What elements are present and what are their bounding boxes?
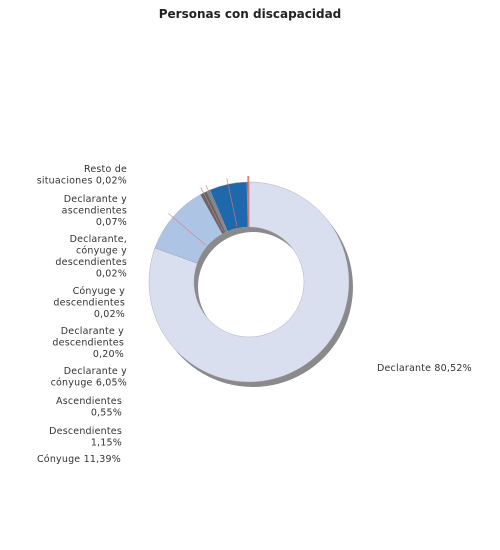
slice-label: Descendientes 1,15%: [49, 426, 122, 449]
slice-label: Declarante y descendientes 0,20%: [52, 326, 124, 360]
leader-line: [168, 213, 206, 246]
slice-label: Declarante 80,52%: [377, 363, 472, 374]
leader-line: [247, 176, 249, 226]
slice-label: Declarante, cónyuge y descendientes 0,02%: [55, 234, 127, 280]
leader-line: [205, 185, 227, 231]
slice-label: Declarante y ascendientes 0,07%: [62, 194, 127, 228]
slice-label: Resto de situaciones 0,02%: [37, 164, 127, 187]
chart-title: Personas con discapacidad: [158, 7, 342, 21]
slice-label: Declarante y cónyuge 6,05%: [51, 366, 128, 389]
leader-line: [226, 178, 238, 227]
slice-label: Ascendientes 0,55%: [56, 396, 122, 419]
slice-label: Cónyuge y descendientes 0,02%: [53, 286, 125, 320]
slice-label: Cónyuge 11,39%: [37, 454, 121, 465]
slice-declarante: [148, 181, 350, 383]
leader-line: [200, 187, 224, 232]
